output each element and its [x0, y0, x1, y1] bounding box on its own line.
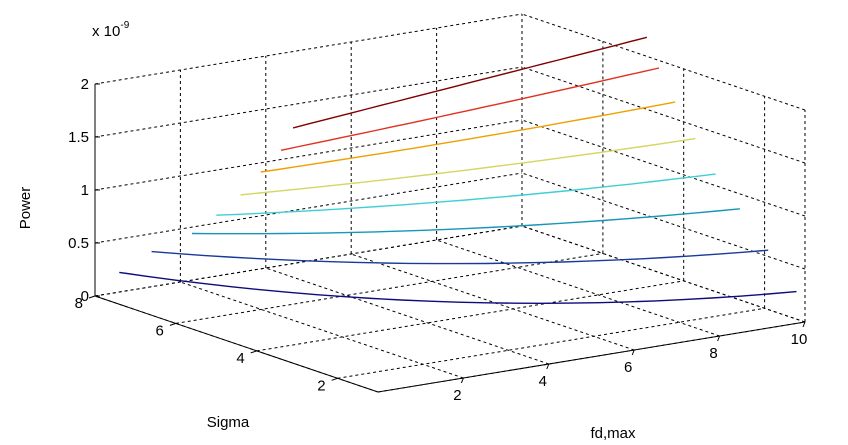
- floor-grid-line: [175, 252, 603, 324]
- side-wall-grid-line: [521, 119, 806, 217]
- x-tick-mark: [631, 349, 635, 356]
- z-exponent-label: x 10-9: [92, 20, 130, 40]
- x-tick-mark: [546, 363, 550, 370]
- side-wall-grid-line: [521, 225, 806, 323]
- z-tick-label: 2: [81, 76, 89, 93]
- x-tick-label: 4: [539, 373, 547, 390]
- y-tick-label: 2: [317, 377, 325, 394]
- grid-layer: [94, 13, 806, 393]
- x-tick-mark: [717, 335, 721, 342]
- x-axis-label: fd,max: [590, 425, 636, 442]
- floor-grid-line: [265, 267, 549, 365]
- y-tick-mark: [331, 377, 338, 381]
- z-tick-label: 1: [81, 182, 89, 199]
- back-wall-grid-line: [94, 13, 523, 85]
- floor-grid-line: [256, 280, 684, 352]
- back-wall-grid-line: [94, 66, 523, 138]
- series-line: [151, 249, 769, 265]
- series-line: [292, 36, 648, 129]
- z-tick-label: 1.5: [68, 129, 89, 146]
- y-tick-mark: [88, 295, 96, 299]
- series-line: [191, 208, 740, 235]
- z-tick-label: 0: [81, 288, 89, 305]
- series-line: [260, 101, 676, 173]
- x-tick-label: 2: [453, 387, 461, 404]
- back-wall-grid-line: [94, 119, 523, 191]
- axis-layer: [88, 83, 806, 393]
- x-axis-line: [377, 321, 806, 393]
- y-axis-line: [94, 295, 379, 393]
- side-wall-grid-line: [521, 172, 806, 270]
- floor-grid-line: [337, 307, 765, 379]
- z-tick-label: 0.5: [68, 235, 89, 252]
- y-tick-mark: [169, 322, 177, 326]
- x-tick-mark: [802, 321, 806, 328]
- x-tick-label: 8: [709, 345, 717, 362]
- y-tick-label: 8: [75, 295, 83, 312]
- floor-grid-line: [436, 239, 720, 337]
- series-line: [280, 67, 660, 151]
- y-axis-label: Sigma: [207, 414, 250, 431]
- y-tick-label: 6: [156, 322, 164, 339]
- x-tick-label: 6: [624, 359, 632, 376]
- y-tick-mark: [250, 350, 257, 354]
- floor-grid-line: [180, 281, 464, 379]
- series-line: [119, 271, 797, 304]
- side-wall-grid-line: [521, 66, 806, 164]
- series-line: [216, 173, 716, 216]
- x-tick-mark: [460, 377, 464, 384]
- x-tick-label: 10: [791, 331, 808, 348]
- series-line: [240, 137, 696, 196]
- z-axis-label: Power: [17, 187, 34, 230]
- back-wall-grid-line: [94, 172, 523, 244]
- series-layer: [119, 36, 797, 304]
- side-wall-grid-line: [521, 13, 806, 111]
- y-tick-label: 4: [236, 350, 244, 367]
- floor-grid-line: [351, 253, 635, 351]
